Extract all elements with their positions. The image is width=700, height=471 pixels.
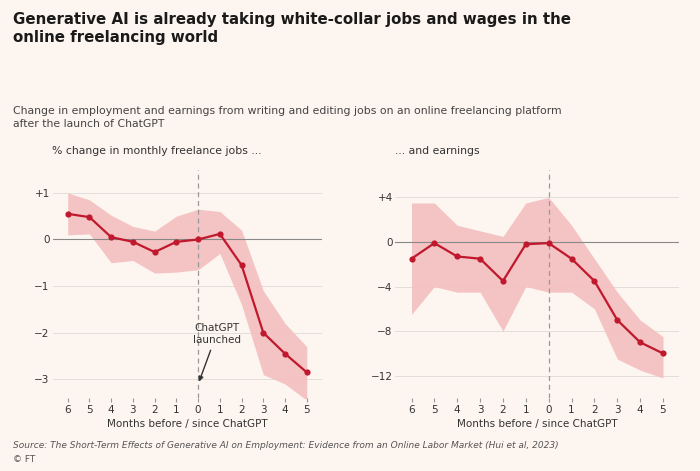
- X-axis label: Months before / since ChatGPT: Months before / since ChatGPT: [107, 419, 267, 429]
- Text: % change in monthly freelance jobs ...: % change in monthly freelance jobs ...: [52, 146, 262, 156]
- Point: [149, 248, 160, 256]
- Point: [193, 236, 204, 243]
- Point: [657, 349, 668, 357]
- Point: [214, 230, 225, 238]
- Point: [475, 255, 486, 262]
- Point: [258, 329, 269, 336]
- Point: [498, 277, 509, 285]
- Point: [84, 213, 95, 221]
- Text: Change in employment and earnings from writing and editing jobs on an online fre: Change in employment and earnings from w…: [13, 106, 561, 129]
- Point: [236, 261, 247, 269]
- Text: Generative AI is already taking white-collar jobs and wages in the
online freela: Generative AI is already taking white-co…: [13, 12, 570, 45]
- Point: [589, 277, 600, 285]
- Point: [543, 239, 554, 247]
- Point: [452, 253, 463, 260]
- Point: [301, 369, 312, 376]
- Point: [171, 238, 182, 245]
- Text: Source: The Short-Term Effects of Generative AI on Employment: Evidence from an : Source: The Short-Term Effects of Genera…: [13, 441, 558, 450]
- Point: [106, 234, 117, 241]
- Point: [406, 255, 417, 262]
- Text: © FT: © FT: [13, 455, 35, 464]
- Text: ... and earnings: ... and earnings: [395, 146, 480, 156]
- Point: [279, 350, 290, 357]
- Point: [127, 238, 139, 245]
- Point: [634, 339, 645, 346]
- Point: [612, 316, 623, 324]
- Point: [62, 210, 74, 218]
- Point: [429, 239, 440, 247]
- Point: [520, 241, 531, 248]
- Point: [566, 255, 577, 262]
- X-axis label: Months before / since ChatGPT: Months before / since ChatGPT: [457, 419, 617, 429]
- Text: ChatGPT
launched: ChatGPT launched: [193, 323, 241, 380]
